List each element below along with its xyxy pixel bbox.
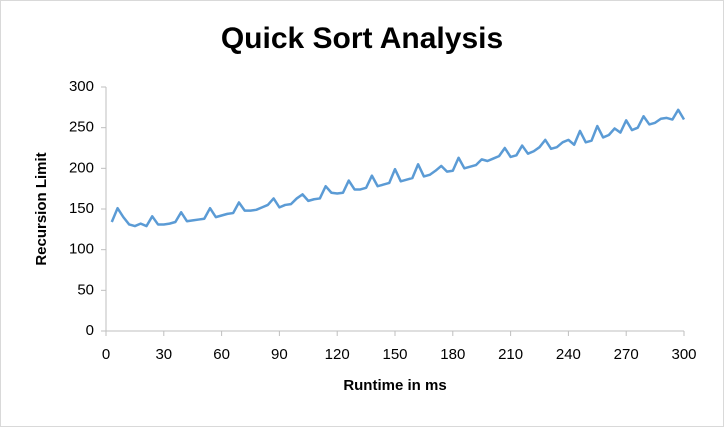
x-tick-label: 120 xyxy=(325,346,350,363)
y-tick-label: 200 xyxy=(69,159,94,176)
y-axis-label: Recursion Limit xyxy=(33,152,50,265)
x-tick-label: 270 xyxy=(614,346,639,363)
y-tick-label: 0 xyxy=(86,322,94,339)
x-tick-label: 30 xyxy=(155,346,172,363)
x-tick-label: 240 xyxy=(556,346,581,363)
x-tick-label: 210 xyxy=(498,346,523,363)
y-tick-label: 250 xyxy=(69,119,94,136)
chart-title: Quick Sort Analysis xyxy=(221,22,503,55)
x-tick-label: 60 xyxy=(213,346,230,363)
x-tick-label: 300 xyxy=(671,346,696,363)
x-tick-label: 0 xyxy=(102,346,110,363)
x-tick-label: 90 xyxy=(271,346,288,363)
x-tick-label: 150 xyxy=(382,346,407,363)
y-tick-label: 300 xyxy=(69,78,94,95)
y-tick-label: 150 xyxy=(69,200,94,217)
data-line xyxy=(110,108,686,228)
x-tick-label: 180 xyxy=(440,346,465,363)
y-tick-label: 100 xyxy=(69,241,94,258)
y-tick-label: 50 xyxy=(77,281,94,298)
x-axis-label: Runtime in ms xyxy=(343,377,446,394)
